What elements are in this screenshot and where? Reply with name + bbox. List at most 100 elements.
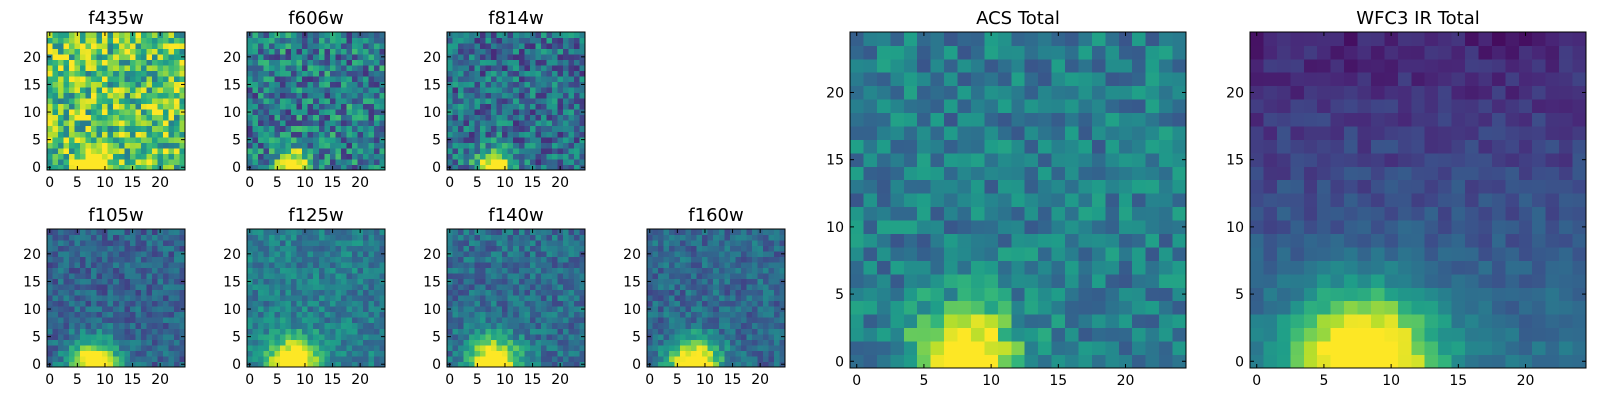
cell: [674, 328, 681, 335]
cell: [151, 240, 158, 246]
cell: [1078, 287, 1093, 302]
cell: [252, 322, 259, 329]
cell: [280, 164, 287, 171]
cell: [535, 355, 542, 362]
cell: [1145, 327, 1160, 342]
cell: [579, 65, 586, 72]
cell: [469, 87, 475, 94]
cell: [346, 164, 353, 171]
cell: [573, 81, 580, 88]
cell: [480, 153, 487, 160]
cell: [351, 267, 358, 274]
cell: [52, 43, 59, 49]
cell: [291, 65, 298, 72]
cell: [63, 229, 70, 235]
cell: [373, 109, 380, 116]
cell: [124, 295, 131, 302]
cell: [685, 344, 692, 351]
cell: [258, 328, 264, 335]
cell: [118, 65, 125, 72]
cell: [1078, 220, 1093, 234]
cell: [179, 98, 186, 105]
cell: [573, 333, 580, 340]
cell: [96, 339, 103, 346]
cell: [135, 322, 142, 329]
cell: [568, 76, 575, 83]
cell: [573, 245, 580, 252]
cell: [970, 287, 985, 302]
cell: [713, 234, 720, 241]
cell: [74, 114, 81, 121]
x-tick-label: 0: [245, 175, 254, 191]
cell: [340, 306, 347, 313]
cell: [579, 87, 586, 94]
cell: [85, 234, 92, 241]
cell: [757, 339, 764, 346]
cell: [85, 262, 92, 269]
cell: [447, 70, 453, 77]
cell: [507, 48, 514, 55]
cell: [373, 344, 380, 351]
cell: [529, 262, 536, 269]
cell: [524, 262, 531, 269]
cell: [496, 256, 503, 263]
cell: [74, 37, 81, 44]
cell: [269, 300, 275, 307]
cell: [285, 114, 292, 121]
cell: [1024, 193, 1039, 208]
cell: [179, 142, 186, 149]
cell: [680, 245, 687, 252]
cell: [69, 87, 75, 94]
cell: [324, 153, 331, 160]
cell: [1065, 327, 1079, 342]
cell: [540, 251, 547, 257]
cell: [903, 260, 918, 275]
cell: [1159, 247, 1173, 261]
cell: [346, 229, 353, 235]
cell: [685, 240, 692, 246]
cell: [562, 311, 569, 318]
cell: [474, 317, 481, 324]
cell: [507, 114, 514, 121]
cell: [340, 273, 347, 280]
cell: [1118, 327, 1133, 342]
cell: [151, 229, 158, 235]
cell: [568, 240, 575, 246]
cell: [313, 256, 320, 263]
cell: [247, 311, 253, 318]
cell: [258, 65, 264, 72]
cell: [362, 339, 369, 346]
cell: [63, 32, 70, 38]
cell: [724, 251, 731, 257]
y-tick-label: 5: [232, 330, 241, 346]
cell: [507, 70, 514, 77]
cell: [313, 81, 320, 88]
cell: [351, 295, 358, 302]
cell: [247, 234, 253, 241]
cell: [252, 109, 259, 116]
cell: [124, 289, 131, 296]
cell: [917, 152, 932, 167]
cell: [307, 295, 314, 302]
cell: [102, 48, 109, 55]
cell: [173, 267, 180, 274]
cell: [47, 131, 53, 138]
cell: [85, 278, 92, 285]
cell: [480, 98, 487, 105]
cell: [318, 142, 325, 149]
cell: [47, 70, 53, 77]
cell: [291, 273, 298, 280]
cell: [496, 311, 503, 318]
cell: [157, 70, 164, 77]
cell: [302, 311, 309, 318]
cell: [529, 322, 536, 329]
cell: [746, 284, 753, 291]
cell: [469, 142, 475, 149]
cell: [63, 300, 70, 307]
cell: [247, 114, 253, 121]
cell: [368, 344, 375, 351]
cell: [63, 245, 70, 252]
cell: [368, 59, 375, 66]
cell: [274, 306, 281, 313]
cell: [379, 350, 386, 357]
